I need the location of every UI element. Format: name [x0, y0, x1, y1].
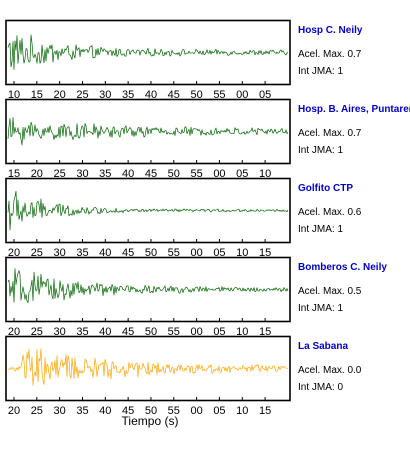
- x-axis-label: Tiempo (s): [121, 414, 179, 428]
- station-title: Hosp C. Neily: [298, 25, 363, 36]
- x-tick-label: 25: [31, 405, 43, 417]
- x-tick-label: 40: [145, 89, 157, 101]
- x-tick-label: 55: [213, 89, 225, 101]
- x-tick-label: 20: [8, 405, 20, 417]
- x-tick-label: 30: [54, 247, 66, 259]
- max-acceleration: Acel. Max. 0.6: [298, 207, 362, 218]
- trace-panel-1: 10 15 20 25 30 35 40 45 50 55 00 05 Hosp C. Neily Ace…: [5, 19, 363, 101]
- trace-panel-3: 20 25 30 35 40 45 50 55 00 05 10 15 Golfito CTP Acel.…: [5, 177, 362, 259]
- x-tick-label: 45: [122, 247, 134, 259]
- x-tick-label: 45: [122, 326, 134, 338]
- x-tick-label: 20: [8, 247, 20, 259]
- jma-intensity: Int JMA: 1: [298, 145, 343, 156]
- x-tick-label: 40: [122, 168, 134, 180]
- x-tick-label: 30: [99, 89, 111, 101]
- x-tick-label: 35: [76, 247, 88, 259]
- x-tick-label: 25: [76, 89, 88, 101]
- x-tick-label: 10: [236, 405, 248, 417]
- station-title: Golfito CTP: [298, 183, 353, 194]
- x-tick-label: 05: [236, 168, 248, 180]
- x-tick-label: 15: [259, 247, 271, 259]
- x-tick-label: 50: [168, 168, 180, 180]
- max-acceleration: Acel. Max. 0.0: [298, 365, 362, 376]
- x-tick-label: 10: [8, 89, 20, 101]
- waveform-trace: [7, 34, 289, 70]
- jma-intensity: Int JMA: 0: [298, 382, 343, 393]
- jma-intensity: Int JMA: 1: [298, 224, 343, 235]
- x-tick-label: 10: [259, 168, 271, 180]
- waveform-trace: [7, 190, 289, 231]
- x-tick-label: 15: [8, 168, 20, 180]
- x-tick-label: 35: [122, 89, 134, 101]
- x-tick-label: 30: [54, 405, 66, 417]
- x-tick-label: 35: [76, 405, 88, 417]
- jma-intensity: Int JMA: 1: [298, 303, 343, 314]
- x-tick-label: 30: [54, 326, 66, 338]
- x-tick-label: 20: [31, 168, 43, 180]
- x-tick-label: 20: [8, 326, 20, 338]
- x-tick-label: 15: [259, 326, 271, 338]
- x-tick-label: 55: [168, 405, 180, 417]
- max-acceleration: Acel. Max. 0.7: [298, 128, 362, 139]
- x-tick-label: 45: [122, 405, 134, 417]
- plot-frame: [5, 177, 291, 244]
- trace-panel-2: 15 20 25 30 35 40 45 50 55 00 05 10 Hosp. B. Aires, …: [5, 98, 410, 180]
- x-tick-label: 45: [145, 168, 157, 180]
- trace-panel-5: 20 25 30 35 40 45 50 55 00 05 10 15 La Sabana Acel. M…: [5, 335, 362, 417]
- x-tick-label: 00: [190, 405, 202, 417]
- x-tick-label: 40: [99, 405, 111, 417]
- x-tick-label: 55: [168, 326, 180, 338]
- x-tick-label: 00: [213, 168, 225, 180]
- waveform-trace: [7, 348, 289, 386]
- plot-frame: [5, 98, 291, 165]
- x-tick-label: 05: [213, 247, 225, 259]
- x-tick-label: 10: [236, 326, 248, 338]
- x-tick-label: 25: [54, 168, 66, 180]
- x-tick-label: 05: [213, 326, 225, 338]
- x-tick-label: 00: [190, 247, 202, 259]
- max-acceleration: Acel. Max. 0.7: [298, 49, 362, 60]
- x-tick-label: 55: [190, 168, 202, 180]
- x-tick-label: 50: [145, 405, 157, 417]
- max-acceleration: Acel. Max. 0.5: [298, 286, 362, 297]
- x-tick-label: 05: [213, 405, 225, 417]
- waveform-trace: [7, 268, 289, 303]
- station-title: La Sabana: [298, 341, 348, 352]
- x-tick-label: 50: [145, 326, 157, 338]
- x-tick-label: 25: [31, 326, 43, 338]
- x-tick-label: 30: [76, 168, 88, 180]
- x-tick-label: 35: [99, 168, 111, 180]
- x-tick-label: 50: [190, 89, 202, 101]
- x-tick-label: 40: [99, 247, 111, 259]
- plot-frame: [5, 256, 291, 323]
- x-tick-label: 05: [259, 89, 271, 101]
- station-title: Bomberos C. Neily: [298, 262, 387, 273]
- x-tick-label: 55: [168, 247, 180, 259]
- x-tick-label: 50: [145, 247, 157, 259]
- x-tick-label: 25: [31, 247, 43, 259]
- waveform-trace: [7, 117, 289, 146]
- plot-frame: [5, 19, 291, 86]
- x-tick-label: 15: [31, 89, 43, 101]
- trace-panel-4: 20 25 30 35 40 45 50 55 00 05 10 15 Bomberos C. Neil…: [5, 256, 387, 338]
- plot-frame: [5, 335, 291, 402]
- station-title: Hosp. B. Aires, Puntarenas: [298, 104, 410, 115]
- x-tick-label: 35: [76, 326, 88, 338]
- x-tick-label: 40: [99, 326, 111, 338]
- x-tick-label: 20: [54, 89, 66, 101]
- x-tick-label: 10: [236, 247, 248, 259]
- jma-intensity: Int JMA: 1: [298, 66, 343, 77]
- x-tick-label: 45: [168, 89, 180, 101]
- x-tick-label: 15: [259, 405, 271, 417]
- x-tick-label: 00: [236, 89, 248, 101]
- x-tick-label: 00: [190, 326, 202, 338]
